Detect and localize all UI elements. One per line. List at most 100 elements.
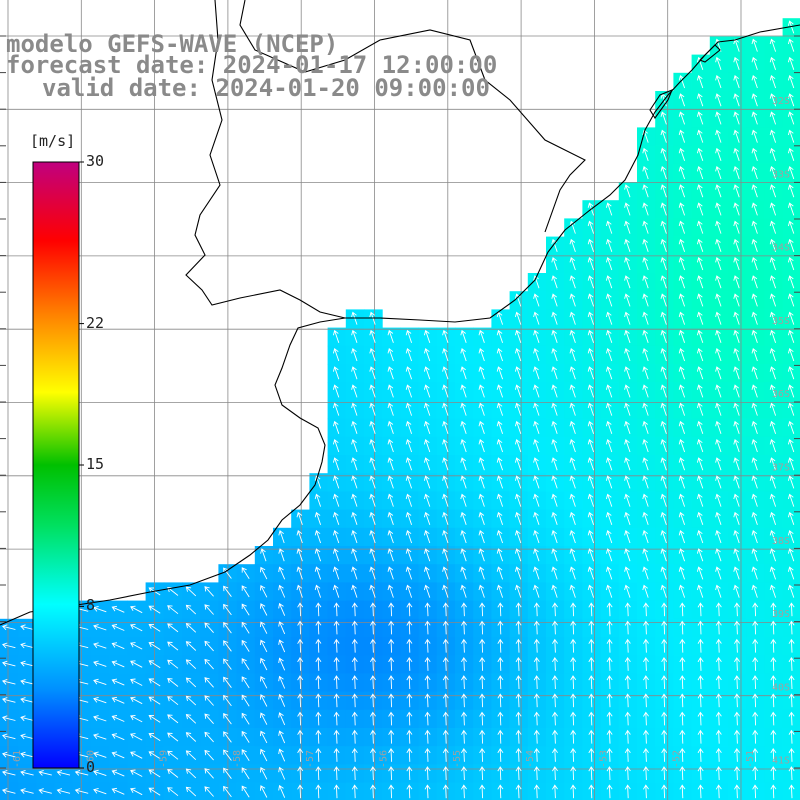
wind-arrow: [460, 584, 467, 598]
wind-arrow: [770, 747, 777, 762]
wind-arrow: [569, 511, 576, 525]
wind-arrow: [315, 766, 322, 781]
longitude-label: -56: [379, 750, 390, 768]
wind-arrow: [461, 656, 467, 671]
wind-arrow: [74, 769, 89, 776]
wind-arrow: [587, 220, 595, 234]
wind-arrow: [769, 311, 777, 325]
wind-arrow: [551, 293, 558, 307]
wind-arrow: [752, 766, 759, 781]
wind-arrow: [678, 329, 686, 343]
wind-arrow: [769, 166, 777, 180]
wind-arrow: [314, 566, 322, 580]
wind-speed-cell: [782, 582, 800, 602]
wind-arrow: [351, 620, 358, 635]
wind-arrow: [624, 184, 631, 198]
wind-arrow: [514, 530, 522, 544]
title-model: modelo GEFS-WAVE (NCEP): [6, 30, 339, 58]
wind-speed-cell: [782, 400, 800, 420]
wind-arrow: [643, 693, 649, 708]
wind-arrow: [387, 420, 394, 434]
wind-arrow: [533, 475, 540, 489]
wind-arrow: [715, 293, 722, 307]
wind-arrow: [769, 457, 777, 471]
wind-arrow: [679, 784, 686, 799]
wind-arrow: [788, 747, 795, 762]
wind-arrow: [442, 747, 449, 762]
wind-arrow: [715, 457, 722, 471]
wind-arrow: [660, 511, 667, 525]
wind-speed-cell: [782, 436, 800, 456]
wind-arrow: [660, 275, 667, 289]
wind-arrow: [587, 511, 595, 525]
wind-arrow: [624, 584, 631, 598]
wind-arrow: [551, 257, 558, 271]
wind-arrow: [497, 620, 504, 635]
wind-arrow: [551, 348, 558, 362]
wind-arrow: [223, 749, 232, 761]
wind-arrow: [715, 584, 722, 598]
wind-arrow: [442, 348, 449, 362]
wind-arrow: [788, 784, 795, 799]
wind-arrow: [696, 420, 704, 434]
wind-arrow: [496, 566, 504, 580]
wind-arrow: [20, 788, 34, 794]
wind-arrow: [605, 202, 613, 216]
wind-arrow: [333, 656, 340, 671]
wind-arrow: [111, 678, 125, 686]
longitude-label: -57: [305, 750, 316, 768]
wind-arrow: [278, 675, 286, 689]
wind-arrow: [642, 166, 649, 180]
wind-arrow: [461, 729, 467, 744]
wind-arrow: [733, 584, 740, 598]
wind-arrow: [643, 784, 649, 799]
wind-arrow: [388, 620, 395, 635]
wind-arrow: [461, 620, 467, 635]
wind-arrow: [533, 293, 540, 307]
wind-arrow: [606, 766, 613, 781]
wind-arrow: [387, 366, 394, 380]
wind-arrow: [478, 530, 485, 544]
wind-arrow: [696, 566, 704, 580]
wind-arrow: [642, 384, 649, 398]
wind-arrow: [752, 602, 759, 617]
wind-arrow: [478, 511, 485, 525]
wind-arrow: [696, 202, 704, 216]
wind-speed-cell: [109, 782, 128, 800]
wind-arrow: [148, 733, 161, 741]
wind-arrow: [697, 747, 704, 762]
wind-arrow: [185, 786, 197, 797]
wind-arrow: [751, 548, 758, 562]
wind-arrow: [643, 711, 649, 726]
wind-arrow: [787, 329, 795, 343]
wind-arrow: [769, 184, 777, 198]
wind-arrow: [715, 511, 722, 525]
wind-arrow: [570, 638, 577, 653]
wind-arrow: [297, 675, 304, 690]
wind-arrow: [605, 238, 613, 252]
wind-arrow: [660, 566, 667, 580]
wind-arrow: [679, 638, 686, 653]
wind-arrow: [148, 623, 161, 632]
wind-arrow: [405, 384, 413, 398]
wind-arrow: [733, 439, 740, 453]
wind-arrow: [643, 656, 649, 671]
wind-arrow: [315, 711, 322, 726]
wind-arrow: [588, 638, 595, 653]
wind-arrow: [333, 602, 340, 617]
wind-arrow: [696, 402, 704, 416]
wind-arrow: [751, 329, 758, 343]
wind-arrow: [478, 493, 485, 507]
wind-arrow: [624, 457, 631, 471]
wind-arrow: [679, 766, 686, 781]
wind-arrow: [241, 694, 250, 707]
wind-arrow: [751, 457, 758, 471]
wind-arrow: [696, 530, 704, 544]
wind-arrow: [533, 511, 540, 525]
wind-arrow: [388, 711, 395, 726]
colorbar-unit: [m/s]: [30, 132, 76, 150]
wind-arrow: [787, 111, 795, 125]
wind-arrow: [733, 366, 740, 380]
wind-arrow: [769, 329, 777, 343]
wind-arrow: [643, 747, 649, 762]
